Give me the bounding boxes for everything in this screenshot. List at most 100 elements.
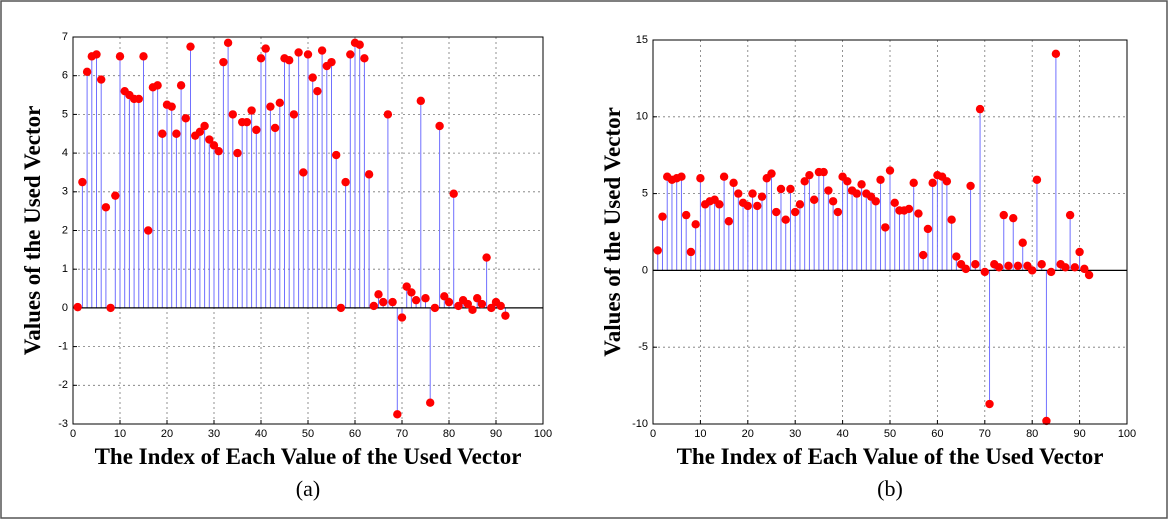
y-axis-label: Values of the Used Vector [20,106,45,356]
marker [1061,263,1070,272]
marker [833,207,843,217]
y-tick-label: 2 [62,224,68,236]
marker [952,252,961,261]
marker [176,81,186,90]
marker [1004,261,1013,270]
x-tick-label: 10 [114,428,126,440]
y-tick-label: 15 [636,34,648,46]
marker [795,200,805,209]
marker [341,177,350,187]
marker [1018,238,1027,247]
marker [252,125,261,135]
marker [242,117,252,127]
marker [144,226,153,235]
y-axis-label: Values of the Used Vector [600,107,625,357]
x-axis-label: The Index of Each Value of the Used Vect… [677,444,1104,469]
y-tick-label: 3 [62,186,68,198]
marker [115,52,125,61]
marker [205,135,214,144]
x-tick-label: 80 [443,428,455,440]
marker [980,267,989,277]
y-tick-label: -1 [58,341,68,353]
marker [266,102,275,111]
marker [971,260,980,269]
y-tick-label: 1 [62,263,68,275]
marker [336,303,346,313]
marker [397,313,407,322]
marker [360,54,369,63]
marker [809,195,819,204]
x-tick-label: 10 [694,428,706,440]
marker [200,121,209,131]
marker [233,148,242,158]
marker [1065,210,1075,220]
marker [966,181,975,191]
marker [843,177,852,186]
marker [691,220,700,229]
marker [430,303,440,313]
marker [374,290,383,299]
x-tick-label: 40 [836,428,848,440]
marker [1070,263,1080,272]
marker [1084,270,1094,280]
x-tick-label: 70 [979,428,991,440]
x-tick-label: 50 [884,428,896,440]
marker [805,170,814,180]
y-tick-label: -3 [58,418,68,430]
x-tick-label: 20 [742,428,754,440]
marker [923,224,933,234]
marker [181,114,190,123]
marker [186,42,195,51]
marker [421,294,430,303]
marker [501,311,510,320]
x-tick-label: 40 [255,428,267,440]
marker [719,172,729,181]
marker [407,288,416,297]
caption: (a) [296,476,320,501]
marker [346,50,355,59]
marker [106,303,115,313]
x-tick-label: 0 [650,428,656,440]
marker [275,98,284,107]
marker [97,75,106,84]
marker [748,189,757,198]
marker [909,178,918,188]
marker [1009,213,1018,223]
marker [753,201,762,211]
marker [876,175,885,184]
marker [261,44,270,53]
marker [435,121,444,131]
marker [961,264,971,274]
y-tick-label: -10 [632,418,648,430]
marker [327,57,336,67]
marker [928,178,937,188]
marker [1032,175,1042,184]
marker [172,129,181,138]
marker [195,127,205,137]
x-tick-label: 30 [208,428,220,440]
marker [767,169,776,178]
marker [369,301,378,311]
marker [681,210,691,220]
marker [852,189,862,198]
marker [772,207,781,217]
marker [653,246,662,255]
marker [402,282,411,291]
marker [101,203,111,212]
marker [1028,266,1037,275]
marker [824,186,833,195]
marker [256,54,266,63]
marker [308,73,317,82]
marker [416,96,425,106]
y-tick-label: 6 [62,70,68,82]
marker [294,48,303,57]
x-axis-label: The Index of Each Value of the Used Vect… [95,444,522,469]
marker [317,46,327,55]
marker [658,212,667,221]
marker [942,177,952,186]
y-tick-label: 10 [636,111,648,123]
marker [364,170,374,179]
marker [111,191,120,200]
caption: (b) [877,476,903,501]
